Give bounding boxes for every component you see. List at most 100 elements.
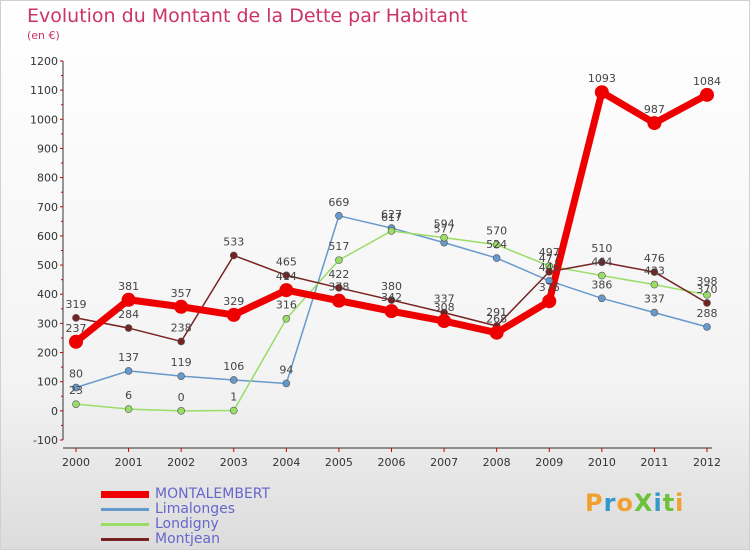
data-label: 329 — [223, 295, 244, 308]
x-tick-label: 2010 — [588, 456, 616, 469]
y-tick-label: 500 — [37, 259, 58, 272]
legend: MONTALEMBERT Limalonges Londigny Montjea… — [101, 487, 270, 547]
data-point — [700, 87, 714, 102]
data-label: 6 — [125, 389, 132, 402]
y-tick-label: 300 — [37, 317, 58, 330]
data-label: 1093 — [588, 72, 616, 85]
data-label: 342 — [381, 291, 402, 304]
x-tick-label: 2006 — [378, 456, 406, 469]
data-label: 669 — [328, 196, 349, 209]
legend-swatch-montjean — [101, 538, 149, 541]
data-point — [703, 291, 711, 299]
data-label: 291 — [486, 306, 507, 319]
data-point — [703, 323, 711, 331]
data-point — [545, 277, 554, 285]
logo-letter: i — [653, 489, 663, 517]
data-point — [72, 383, 80, 392]
data-label: 380 — [381, 280, 402, 293]
logo-letter: X — [633, 489, 654, 517]
y-tick-label: 600 — [37, 230, 58, 243]
legend-item-limalonges: Limalonges — [101, 502, 270, 517]
y-tick-label: 400 — [37, 288, 58, 301]
legend-swatch-londigny — [101, 523, 149, 526]
x-tick-label: 2008 — [483, 456, 511, 469]
y-tick-label: 900 — [37, 142, 58, 155]
legend-swatch-montalembert — [101, 491, 149, 498]
data-label: 510 — [591, 242, 612, 255]
data-point — [229, 406, 238, 415]
data-label: 1 — [230, 391, 237, 404]
data-point — [387, 227, 396, 235]
data-label: 268 — [486, 313, 507, 326]
data-point — [174, 299, 189, 314]
y-tick-label: 700 — [37, 201, 58, 214]
data-label: 533 — [223, 235, 244, 248]
legend-label: MONTALEMBERT — [155, 486, 271, 502]
x-tick-label: 2004 — [272, 456, 300, 469]
data-point — [177, 372, 185, 380]
data-point — [226, 307, 241, 322]
x-tick-label: 2000 — [62, 456, 90, 469]
data-point — [335, 256, 343, 264]
data-label: 386 — [591, 278, 612, 291]
chart-title: Evolution du Montant de la Dette par Hab… — [27, 5, 468, 27]
data-label: 119 — [171, 356, 192, 369]
data-point — [542, 294, 557, 309]
data-point — [72, 314, 80, 322]
x-tick-label: 2009 — [535, 456, 563, 469]
data-label: 337 — [644, 293, 665, 306]
data-point — [598, 294, 606, 303]
chart-subtitle: (en €) — [27, 29, 60, 42]
data-label: 465 — [276, 255, 297, 268]
logo-letter: o — [616, 489, 634, 517]
data-label: 316 — [276, 299, 297, 312]
data-label: 106 — [223, 360, 244, 373]
data-point — [437, 314, 452, 329]
y-tick-label: 100 — [37, 376, 58, 389]
data-point — [650, 280, 659, 289]
data-label: 381 — [118, 280, 139, 293]
data-point — [177, 337, 185, 346]
legend-label: Limalonges — [155, 501, 236, 517]
data-label: 337 — [434, 293, 455, 306]
data-point — [331, 293, 346, 308]
x-tick-label: 2005 — [325, 456, 353, 469]
data-label: 577 — [434, 223, 455, 236]
logo-letter: r — [603, 489, 617, 517]
data-point — [69, 334, 83, 349]
data-point — [124, 324, 133, 332]
logo-letter: P — [585, 489, 604, 517]
logo-letter: t — [662, 489, 676, 517]
data-label: 288 — [697, 307, 718, 320]
legend-item-montjean: Montjean — [101, 532, 270, 547]
data-point — [72, 400, 80, 408]
data-point — [229, 251, 238, 260]
data-label: 0 — [178, 391, 185, 404]
legend-item-montalembert: MONTALEMBERT — [101, 487, 270, 502]
legend-label: Londigny — [155, 516, 219, 532]
data-label: 464 — [591, 256, 612, 269]
y-tick-label: 200 — [37, 347, 58, 360]
data-label: 237 — [66, 322, 87, 335]
data-label: 414 — [276, 270, 297, 283]
data-point — [335, 212, 343, 220]
data-point — [121, 292, 136, 307]
data-label: 94 — [279, 363, 293, 376]
data-point — [650, 268, 659, 276]
data-label: 524 — [486, 238, 507, 251]
data-label: 319 — [66, 298, 87, 311]
data-label: 446 — [539, 261, 560, 274]
data-label: 357 — [171, 287, 192, 300]
data-label: 376 — [539, 281, 560, 294]
data-label: 594 — [434, 218, 455, 231]
data-label: 517 — [328, 240, 349, 253]
data-point — [384, 304, 399, 319]
y-tick-label: 0 — [51, 405, 58, 418]
data-label: 1084 — [693, 75, 721, 88]
proxiti-logo: ProXiti — [585, 489, 684, 517]
data-point — [489, 325, 504, 340]
x-tick-label: 2011 — [640, 456, 668, 469]
data-label: 398 — [697, 275, 718, 288]
